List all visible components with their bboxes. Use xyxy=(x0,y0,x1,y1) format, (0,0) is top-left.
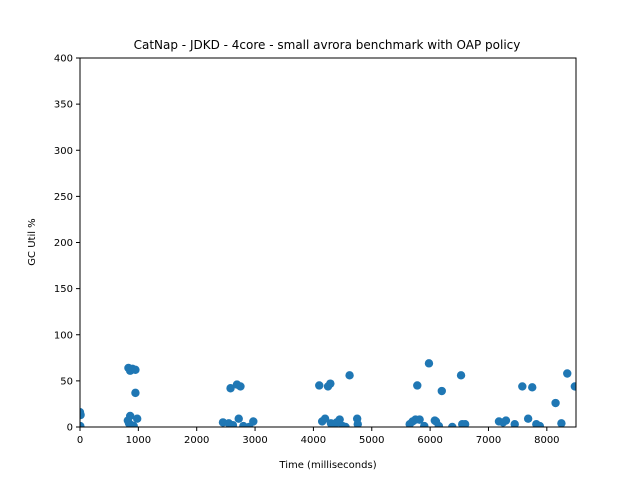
data-point xyxy=(518,382,527,391)
data-point xyxy=(341,422,350,427)
data-point xyxy=(528,383,537,392)
data-point xyxy=(510,420,519,427)
data-point xyxy=(523,414,533,423)
y-axis-label: GC Util % xyxy=(27,218,38,265)
data-point xyxy=(131,388,140,398)
y-tick-label: 400 xyxy=(54,54,73,65)
data-point xyxy=(424,359,434,368)
data-point xyxy=(353,420,362,427)
data-point xyxy=(228,420,238,427)
data-point xyxy=(315,381,324,390)
y-tick-label: 0 xyxy=(67,423,73,434)
y-tick-label: 100 xyxy=(54,330,73,341)
x-tick-label: 6000 xyxy=(417,435,442,446)
plot-frame xyxy=(79,57,577,428)
x-tick-label: 3000 xyxy=(242,435,267,446)
data-point xyxy=(448,422,457,427)
data-point xyxy=(236,382,245,391)
data-point xyxy=(131,365,140,375)
data-point xyxy=(413,381,422,390)
data-point xyxy=(460,420,470,427)
data-point xyxy=(129,421,138,427)
data-points xyxy=(80,359,576,427)
x-tick-label: 1000 xyxy=(126,435,151,446)
y-tick-label: 300 xyxy=(54,146,73,157)
x-tick-label: 7000 xyxy=(476,435,501,446)
y-tick-label: 350 xyxy=(54,100,73,111)
data-point xyxy=(535,421,545,427)
data-point xyxy=(563,369,572,378)
data-point xyxy=(415,415,424,424)
data-point xyxy=(80,421,85,427)
data-point xyxy=(570,382,576,391)
y-tick-label: 150 xyxy=(54,284,73,295)
y-tick-label: 50 xyxy=(60,376,73,387)
data-point xyxy=(249,417,258,426)
data-point xyxy=(320,414,330,423)
data-point xyxy=(226,384,235,393)
x-tick-label: 2000 xyxy=(184,435,209,446)
data-point xyxy=(557,419,566,427)
data-point xyxy=(132,414,142,423)
y-tick-label: 200 xyxy=(54,238,73,249)
data-point xyxy=(420,421,429,427)
data-point xyxy=(335,415,344,424)
chart-title: CatNap - JDKD - 4core - small avrora ben… xyxy=(134,38,521,52)
data-point xyxy=(326,379,335,388)
x-axis-label: Time (milliseconds) xyxy=(278,460,376,471)
data-point xyxy=(80,410,85,420)
x-tick-label: 5000 xyxy=(359,435,384,446)
data-point xyxy=(434,421,444,427)
x-axis-ticks: 0 1000 2000 3000 4000 5000 6000 7000 8000 xyxy=(77,427,560,446)
data-point xyxy=(501,416,511,425)
x-tick-label: 4000 xyxy=(301,435,326,446)
data-point xyxy=(437,386,446,396)
data-point xyxy=(456,371,466,380)
data-point xyxy=(234,414,243,423)
y-axis-ticks: 0 50 100 150 200 250 300 350 400 xyxy=(54,54,80,434)
data-point xyxy=(345,371,354,380)
y-tick-label: 250 xyxy=(54,192,73,203)
x-tick-label: 8000 xyxy=(534,435,559,446)
data-point xyxy=(551,398,560,408)
x-tick-label: 0 xyxy=(77,435,83,446)
